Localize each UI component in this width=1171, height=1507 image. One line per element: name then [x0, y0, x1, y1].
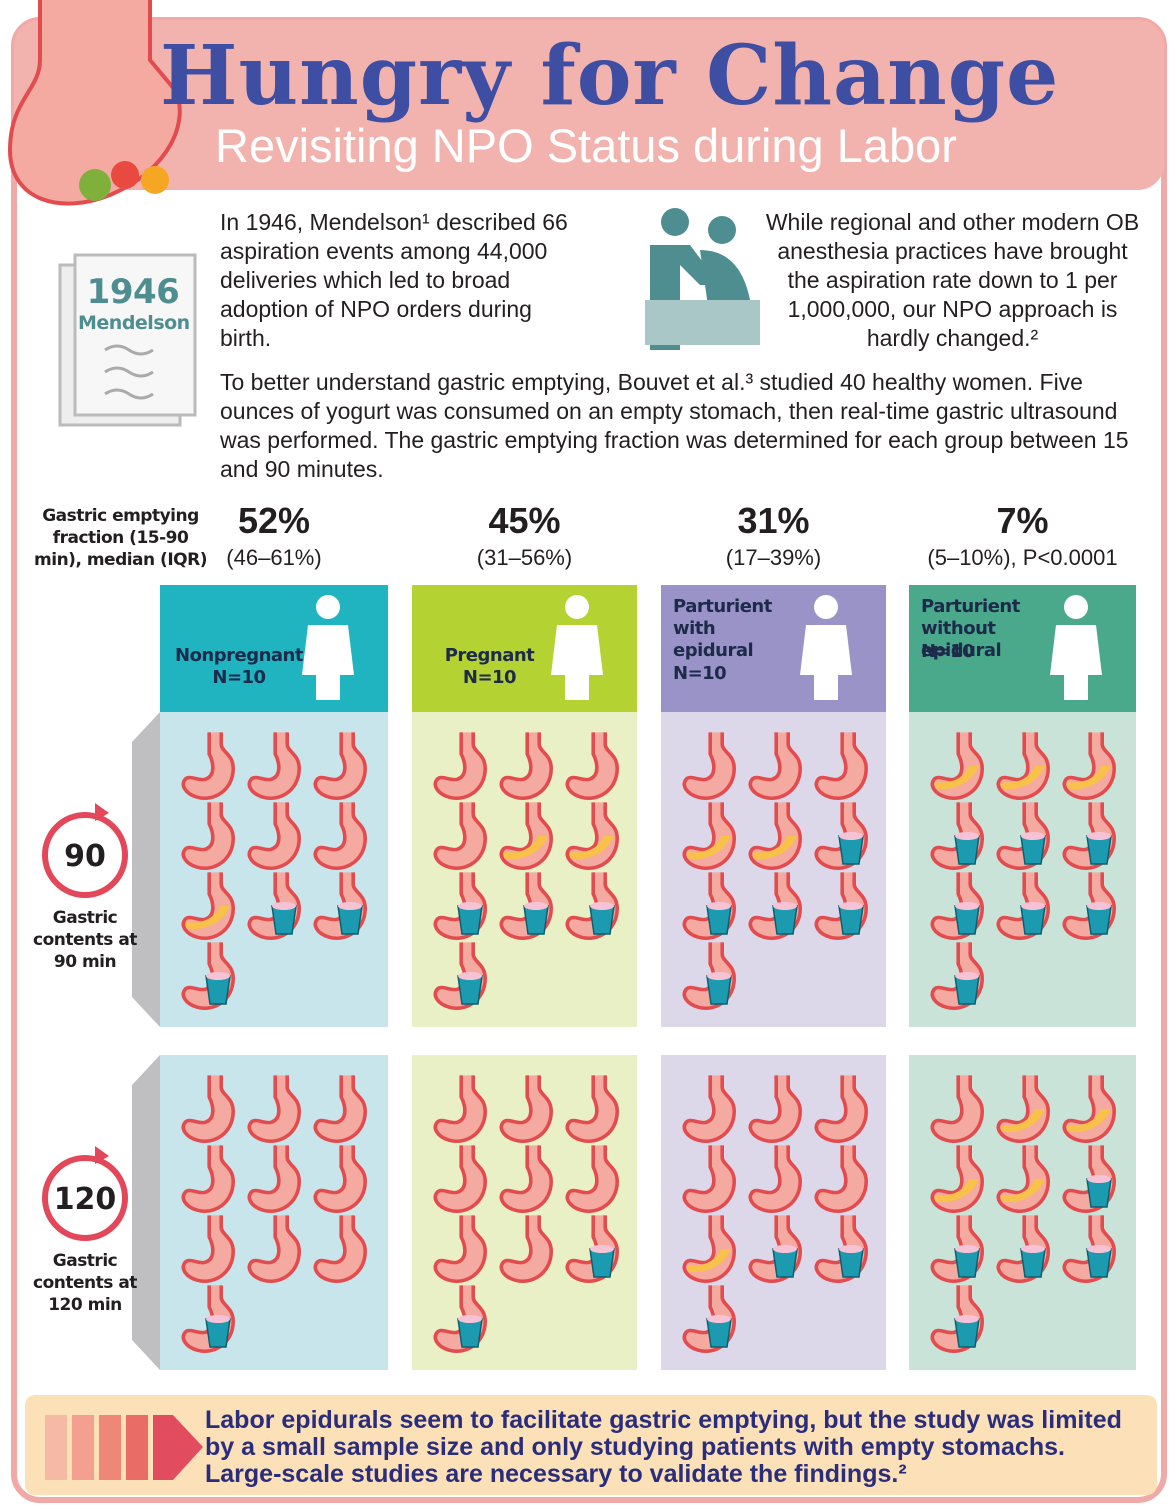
yogurt-top: [1021, 902, 1045, 910]
yogurt-cup: [1087, 836, 1111, 864]
group-label: Nonpregnant: [170, 645, 308, 667]
conclusion: Labor epidurals seem to facilitate gastr…: [205, 1407, 1145, 1488]
yogurt-top: [1087, 1245, 1111, 1253]
timer-minutes: 90: [64, 839, 106, 874]
intro-modern: While regional and other modern OB anest…: [765, 208, 1140, 353]
yogurt-cup: [458, 1319, 482, 1347]
yogurt-cup: [590, 906, 614, 934]
yogurt-cup: [773, 1249, 797, 1277]
yogurt-cup: [524, 906, 548, 934]
yogurt-top: [590, 902, 614, 910]
group-label: Parturient with epidural: [673, 596, 768, 662]
timepoint-label: Gastric contents at 90 min: [30, 907, 140, 973]
yogurt-top: [206, 1315, 230, 1323]
yogurt-cup: [590, 1249, 614, 1277]
yogurt-cup: [707, 906, 731, 934]
yogurt-top: [955, 1245, 979, 1253]
person-icon: [814, 595, 838, 619]
yogurt-top: [955, 1315, 979, 1323]
yogurt-cup: [955, 1249, 979, 1277]
badge-name: Mendelson: [78, 312, 188, 334]
yogurt-cup: [707, 1319, 731, 1347]
person-icon: [565, 595, 589, 619]
yogurt-cup: [206, 976, 230, 1004]
yogurt-cup: [955, 976, 979, 1004]
yogurt-cup: [955, 906, 979, 934]
title: Hungry for Change: [160, 28, 1059, 124]
yogurt-cup: [338, 906, 362, 934]
yogurt-top: [458, 972, 482, 980]
yogurt-top: [707, 972, 731, 980]
yogurt-top: [707, 902, 731, 910]
yogurt-top: [773, 1245, 797, 1253]
yogurt-top: [524, 902, 548, 910]
yogurt-cup: [839, 1249, 863, 1277]
person-icon: [1064, 595, 1088, 619]
subtitle: Revisiting NPO Status during Labor: [215, 118, 957, 173]
yogurt-top: [955, 832, 979, 840]
row-bracket: [132, 1055, 160, 1370]
fruit: [111, 161, 139, 189]
yogurt-top: [707, 1315, 731, 1323]
group-fraction: 7%: [909, 500, 1136, 542]
yogurt-top: [955, 902, 979, 910]
yogurt-cup: [1087, 906, 1111, 934]
timer-minutes: 120: [54, 1182, 117, 1217]
yogurt-top: [590, 1245, 614, 1253]
group-range: (31–56%): [392, 545, 657, 571]
yogurt-top: [839, 902, 863, 910]
yogurt-cup: [1021, 1249, 1045, 1277]
intro-study: To better understand gastric emptying, B…: [220, 368, 1140, 484]
yogurt-top: [955, 972, 979, 980]
infographic: 90 120 Hungry for Change Revisiting NPO S…: [0, 0, 1171, 1507]
fruit: [141, 166, 169, 194]
badge-year: 1946: [78, 272, 188, 312]
yogurt-cup: [839, 906, 863, 934]
yogurt-top: [272, 902, 296, 910]
yogurt-cup: [1021, 836, 1045, 864]
yogurt-top: [839, 832, 863, 840]
yogurt-top: [1087, 902, 1111, 910]
fruit: [79, 169, 111, 201]
row-bracket: [132, 712, 160, 1027]
yogurt-cup: [1021, 906, 1045, 934]
yogurt-top: [773, 902, 797, 910]
yogurt-cup: [955, 836, 979, 864]
yogurt-cup: [1087, 1249, 1111, 1277]
yogurt-top: [458, 1315, 482, 1323]
yogurt-top: [1087, 1175, 1111, 1183]
yogurt-top: [1021, 1245, 1045, 1253]
group-n: N=10: [422, 667, 557, 688]
yogurt-cup: [1087, 1179, 1111, 1207]
yogurt-top: [338, 902, 362, 910]
group-n: N=10: [673, 663, 726, 684]
yogurt-cup: [839, 836, 863, 864]
yogurt-cup: [458, 976, 482, 1004]
group-fraction: 45%: [412, 500, 637, 542]
yogurt-cup: [773, 906, 797, 934]
yogurt-top: [839, 1245, 863, 1253]
group-label: Pregnant: [422, 645, 557, 667]
yogurt-cup: [458, 906, 482, 934]
yogurt-cup: [272, 906, 296, 934]
yogurt-top: [206, 972, 230, 980]
yogurt-top: [1021, 832, 1045, 840]
yogurt-cup: [206, 1319, 230, 1347]
group-range: (46–61%): [140, 545, 408, 571]
group-range: (5–10%), P<0.0001: [889, 545, 1156, 571]
timepoint-label: Gastric contents at 120 min: [30, 1250, 140, 1316]
intro-history: In 1946, Mendelson¹ described 66 aspirat…: [220, 208, 580, 353]
yogurt-top: [1087, 832, 1111, 840]
person-icon: [316, 595, 340, 619]
group-range: (17–39%): [641, 545, 906, 571]
yogurt-cup: [955, 1319, 979, 1347]
group-fraction: 52%: [160, 500, 388, 542]
yogurt-cup: [707, 976, 731, 1004]
group-n: N=10: [170, 667, 308, 688]
yogurt-top: [458, 902, 482, 910]
group-n: N=10: [921, 641, 974, 662]
group-fraction: 31%: [661, 500, 886, 542]
